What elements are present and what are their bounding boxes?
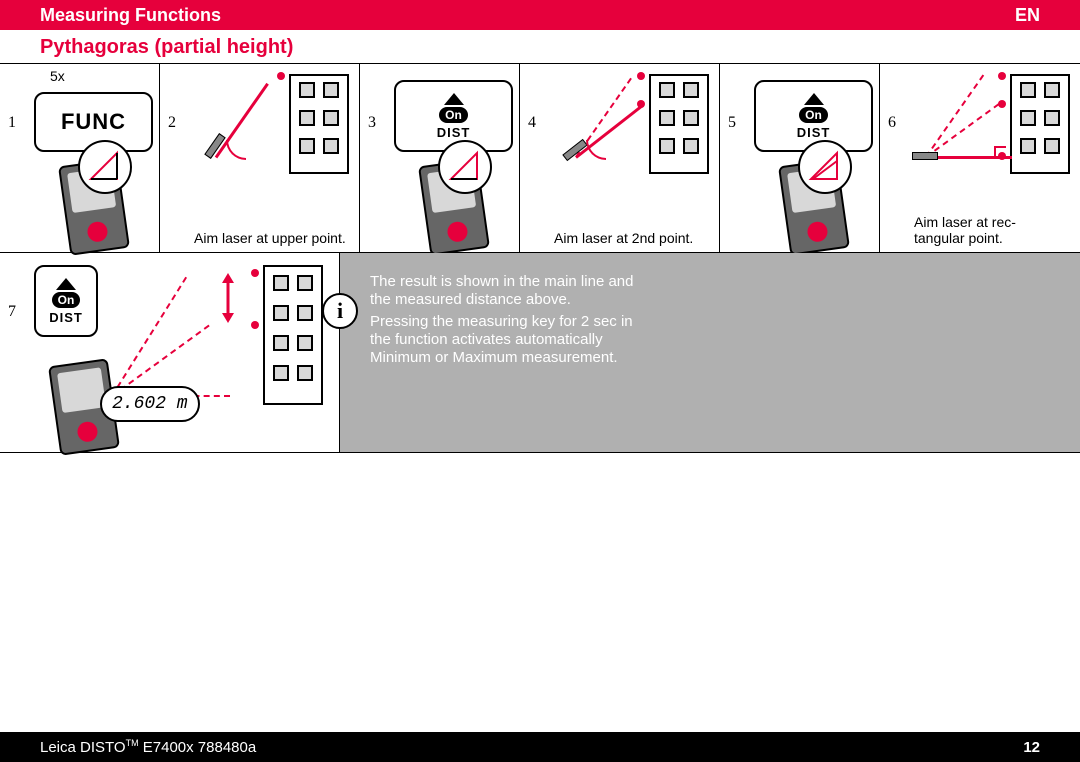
fivex-label: 5x [50, 68, 65, 84]
result-bubble: 2.602 m [100, 386, 200, 422]
screen-bubble-icon [798, 140, 852, 194]
footer-product: Leica DISTOTM E7400x 788480a [40, 738, 256, 756]
subheader: Pythagoras (partial height) [0, 30, 1080, 63]
header-title: Measuring Functions [40, 5, 221, 26]
dist-label: DIST [437, 125, 471, 140]
on-label: On [799, 107, 828, 123]
steps-row-1: 1 5x FUNC 2 Aim laser at [0, 63, 1080, 253]
laser-device-icon [912, 152, 938, 160]
result-value: 2.602 m [112, 394, 188, 414]
building-icon [629, 74, 709, 174]
step-number: 1 [0, 98, 24, 148]
on-label: On [439, 107, 468, 123]
func-label: FUNC [61, 109, 126, 135]
building-icon [269, 74, 349, 174]
on-label: On [52, 292, 81, 308]
step-caption: Aim laser at rec- tangular point. [914, 214, 1074, 246]
step-number: 2 [160, 98, 184, 148]
step-number: 4 [520, 98, 544, 148]
info-block: i The result is shown in the main line a… [340, 253, 1080, 452]
info-text-2: Pressing the measuring key for 2 sec in … [370, 313, 650, 367]
height-arrows-icon [220, 273, 236, 323]
step-number: 3 [360, 98, 384, 148]
header-lang: EN [1015, 5, 1040, 26]
step-4: 4 Aim laser at 2nd point. [520, 64, 720, 252]
info-text-1: The result is shown in the main line and… [370, 273, 650, 309]
screen-bubble-icon [78, 140, 132, 194]
steps-row-2: 7 On DIST [0, 253, 1080, 453]
step-number: 5 [720, 98, 744, 148]
step-caption: Aim laser at 2nd point. [554, 230, 713, 246]
step-number: 6 [880, 98, 904, 148]
dist-label: DIST [797, 125, 831, 140]
step-number: 7 [0, 287, 24, 337]
footer-bar: Leica DISTOTM E7400x 788480a 12 [0, 732, 1080, 762]
header-bar: Measuring Functions EN [0, 0, 1080, 30]
step-2: 2 Aim laser at upper point. [160, 64, 360, 252]
step-3: 3 On DIST [360, 64, 520, 252]
dist-label: DIST [49, 310, 83, 325]
step-7: 7 On DIST [0, 253, 340, 452]
step-6: 6 Aim laser at rec- tangular point. [880, 64, 1080, 252]
on-dist-button-icon: On DIST [34, 265, 98, 337]
step-caption: Aim laser at upper point. [194, 230, 353, 246]
building-icon [243, 265, 323, 405]
screen-bubble-icon [438, 140, 492, 194]
info-icon: i [322, 293, 358, 329]
step-5: 5 On DIST [720, 64, 880, 252]
step-1: 1 5x FUNC [0, 64, 160, 252]
page-number: 12 [1023, 739, 1040, 756]
